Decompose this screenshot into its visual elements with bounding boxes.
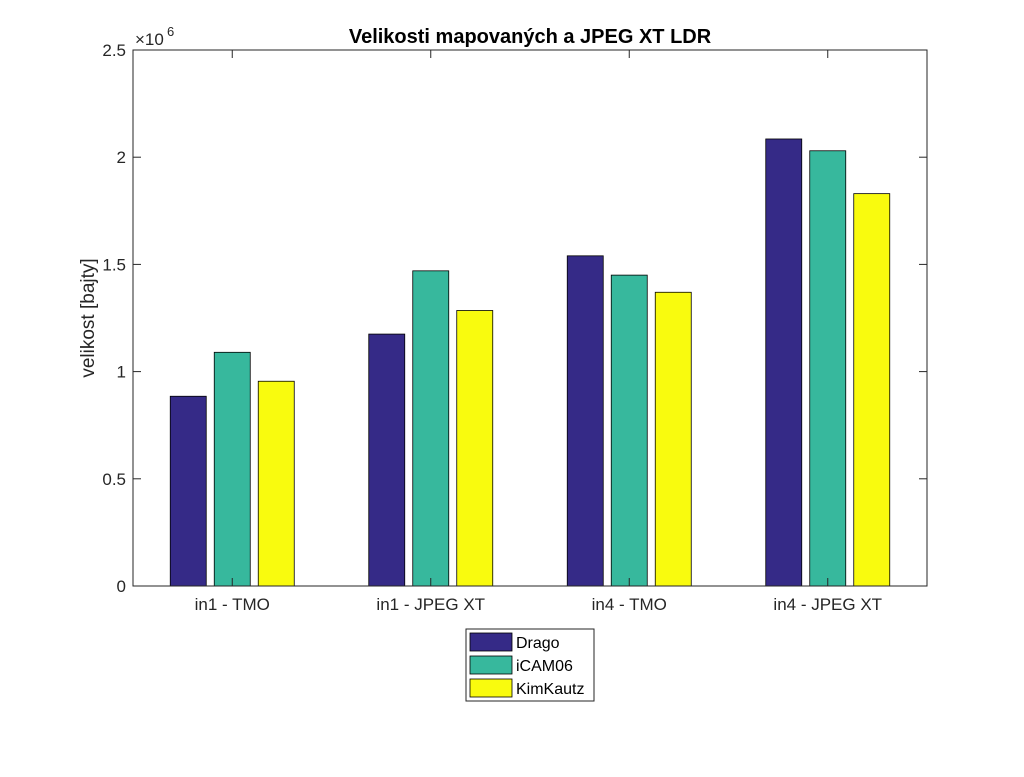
bar-icam06-1 <box>213 351 251 587</box>
y-tick-label: 2 <box>117 148 126 167</box>
bar-drago-1 <box>169 395 207 587</box>
bar-drago-2 <box>368 333 406 587</box>
y-scale-exponent: ×10 6 <box>135 24 174 49</box>
axes-layer: in1 - TMO in1 - JPEG XT in4 - TMO in4 - JPE… <box>102 41 928 614</box>
axes-box <box>132 49 928 587</box>
bar-drago-4 <box>765 138 803 587</box>
bar-drago-3 <box>566 255 604 587</box>
legend-label-kimkautz: KimKautz <box>516 681 584 698</box>
y-axis-label: velikost [bajty] <box>78 258 99 377</box>
y-scale-exponent-value: 6 <box>167 24 174 39</box>
y-tick-label: 1.5 <box>102 255 126 274</box>
bar-kimkautz-2 <box>456 310 494 587</box>
y-tick-label: 1 <box>117 363 126 382</box>
legend: Drago iCAM06 KimKautz <box>465 628 595 702</box>
bar-kimkautz-1 <box>257 380 295 587</box>
y-tick-label: 0 <box>117 577 126 596</box>
bar-icam06-3 <box>610 274 648 587</box>
bar-icam06-2 <box>412 270 450 587</box>
x-tick-label: in1 - JPEG XT <box>376 595 485 614</box>
legend-swatch-icam06 <box>469 655 513 675</box>
bar-icam06-4 <box>809 150 847 587</box>
x-tick-label: in4 - TMO <box>592 595 667 614</box>
legend-swatch-kimkautz <box>469 678 513 698</box>
bars-layer <box>169 138 891 587</box>
legend-label-icam06: iCAM06 <box>516 658 573 675</box>
bar-kimkautz-3 <box>654 291 692 587</box>
y-tick-label: 2.5 <box>102 41 126 60</box>
chart-title: Velikosti mapovaných a JPEG XT LDR <box>349 26 712 48</box>
y-scale-multiplier: ×10 <box>135 30 164 49</box>
plot-area <box>133 50 927 586</box>
x-tick-label: in1 - TMO <box>195 595 270 614</box>
bar-kimkautz-4 <box>853 193 891 587</box>
x-tick-label: in4 - JPEG XT <box>773 595 882 614</box>
legend-swatch-drago <box>469 632 513 652</box>
legend-label-drago: Drago <box>516 635 560 652</box>
y-tick-label: 0.5 <box>102 470 126 489</box>
